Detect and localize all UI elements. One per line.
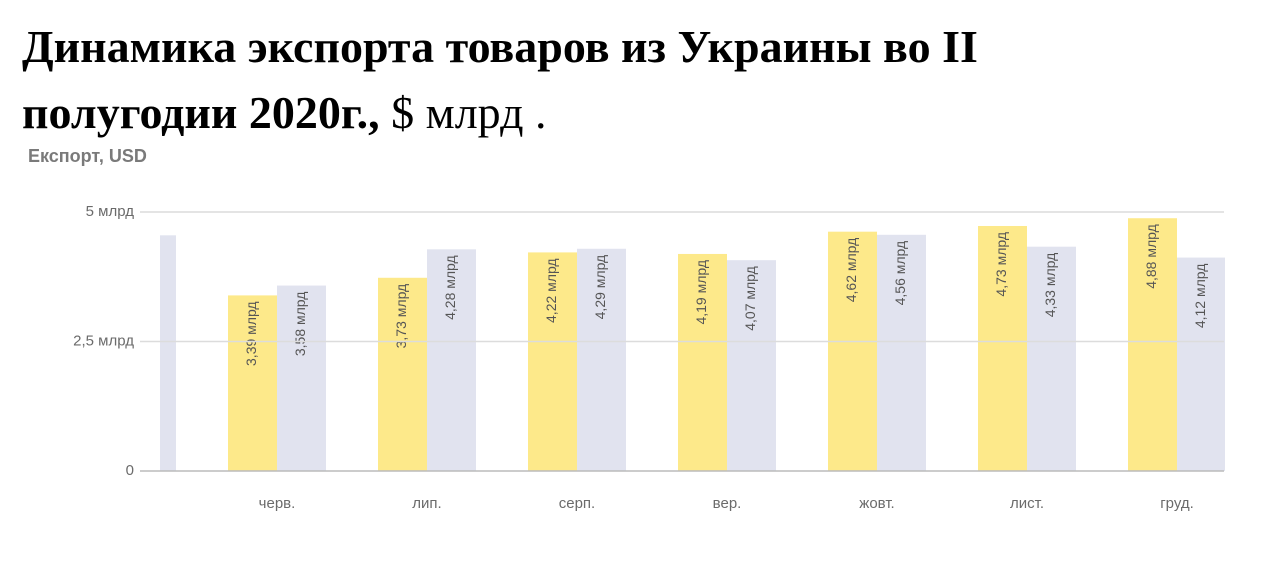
subtitle: Експорт, USD [28,146,147,166]
bar [277,285,326,471]
bar [228,295,277,471]
bar [378,277,427,471]
value-label: 4,07 млрд [742,266,758,331]
value-label: 4,88 млрд [1143,224,1159,289]
bar [877,234,926,471]
bar [160,235,176,471]
y-tick-label: 2,5 млрд [73,332,134,349]
value-label: 4,33 млрд [1042,253,1058,318]
chart-title: Динамика экспорта товаров из Украины во … [22,21,978,72]
bar [828,231,877,471]
bar [727,260,776,471]
x-tick-label: лист. [1010,495,1044,512]
y-tick-label: 5 млрд [86,203,135,220]
value-label: 4,12 млрд [1192,264,1208,329]
title-main-2: полугодии 2020г., [22,87,391,138]
bar [528,252,577,471]
value-label: 4,56 млрд [892,241,908,306]
x-tick-label: вер. [713,495,742,512]
value-label: 4,28 млрд [442,255,458,320]
bar [1128,218,1177,471]
value-label: 3,58 млрд [292,292,308,357]
value-label: 4,73 млрд [993,232,1009,297]
value-label: 4,22 млрд [543,258,559,323]
value-label: 3,73 млрд [393,284,409,349]
title-main: Динамика экспорта товаров из Украины во … [22,21,978,72]
x-tick-label: жовт. [859,495,894,512]
bar [1027,246,1076,471]
value-label: 4,29 млрд [592,255,608,320]
value-label: 4,19 млрд [693,260,709,325]
value-label: 3,39 млрд [243,301,259,366]
chart-title-line2: полугодии 2020г., $ млрд . [22,87,546,138]
x-tick-label: черв. [259,495,296,512]
x-tick-label: груд. [1160,495,1194,512]
bar [678,253,727,471]
bars: 3,39 млрд 3,58 млрд 3,73 млрд 4,28 млрд 4,22… [160,218,1225,471]
bar [1177,257,1225,471]
y-tick-label: 0 [126,462,134,479]
value-label: 4,62 млрд [843,238,859,303]
x-tick-label: серп. [559,495,595,512]
bar [978,225,1027,471]
bar [577,248,626,471]
title-suffix: $ млрд . [391,87,546,138]
x-tick-label: лип. [412,495,441,512]
bar [427,249,476,471]
